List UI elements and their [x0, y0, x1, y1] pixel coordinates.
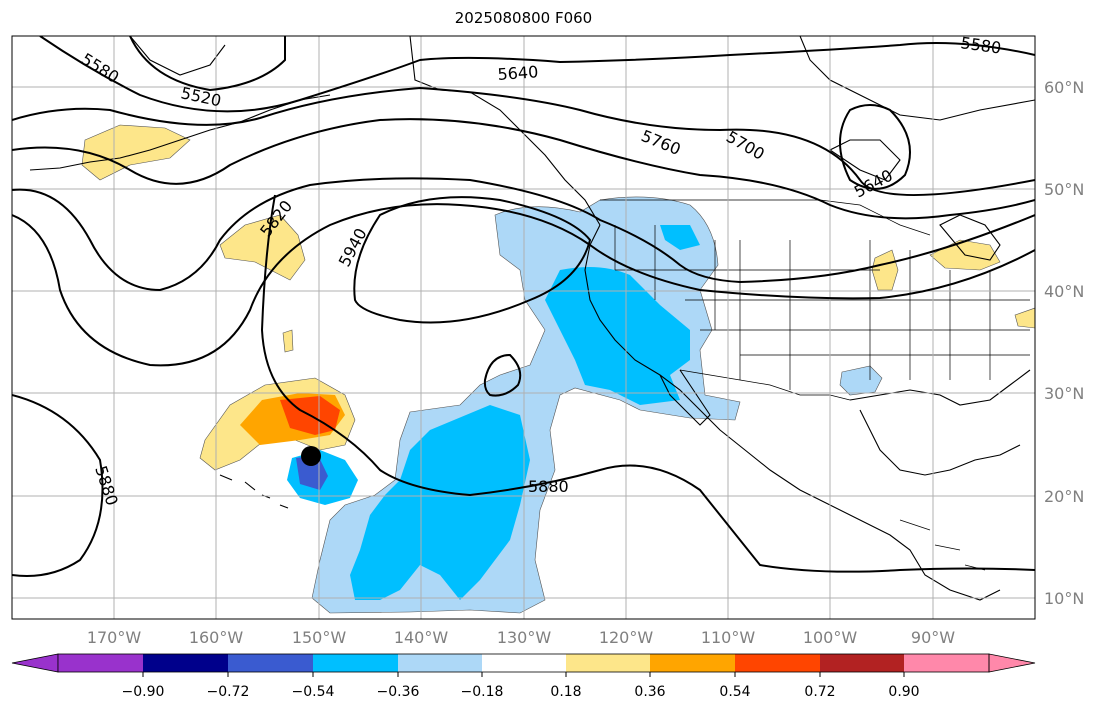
lon-label: 110°W	[701, 628, 756, 647]
colorbar-tick-label: −0.90	[122, 684, 165, 700]
colorbar-segment	[313, 654, 398, 672]
blue-anomaly-core	[545, 266, 690, 405]
great-lakes	[939, 214, 1001, 261]
colorbar-segment	[143, 654, 228, 672]
lon-label: 170°W	[87, 628, 142, 647]
map-title: 2025080800 F060	[454, 9, 593, 27]
contour-line	[483, 353, 522, 397]
colorbar-frame	[57, 653, 990, 673]
us-state-borders	[614, 225, 1030, 390]
colorbar-ticks	[142, 672, 905, 677]
contour-line	[839, 104, 911, 190]
warm-anomaly-region	[282, 329, 294, 353]
colorbar-segment	[650, 654, 735, 672]
colorbar-tick-label: −0.72	[207, 684, 250, 700]
baja-california	[659, 369, 711, 426]
contour-line	[12, 86, 1035, 196]
contour-label: 5580	[959, 33, 1002, 57]
lon-label: 100°W	[803, 628, 858, 647]
colorbar-tick-label: 0.90	[888, 684, 919, 700]
contour-line	[12, 118, 1035, 220]
colorbar-segment	[820, 654, 904, 672]
colorbar-segment	[58, 654, 143, 672]
contour-line	[12, 394, 104, 577]
gulf-of-mexico-coast	[849, 369, 1031, 476]
political-borders	[600, 199, 1030, 571]
latitude-labels: 60°N 50°N 40°N 30°N 20°N 10°N	[1044, 78, 1084, 608]
lat-label: 10°N	[1044, 589, 1084, 608]
warm-anomaly-region	[219, 214, 306, 281]
siberia-coast	[129, 36, 226, 76]
contour-line	[353, 196, 592, 324]
lon-label: 120°W	[599, 628, 654, 647]
anomaly-shading	[81, 124, 1035, 614]
lon-label: 160°W	[189, 628, 244, 647]
lat-label: 30°N	[1044, 384, 1084, 403]
colorbar-tick-label: 0.54	[719, 684, 750, 700]
us-canada-border	[600, 199, 931, 236]
colorbar-tick-label: −0.36	[377, 684, 420, 700]
colorbar-tick-label: −0.54	[292, 684, 335, 700]
warm-anomaly-region	[1014, 307, 1035, 329]
height-contours	[12, 36, 1035, 577]
contour-label: 5640	[497, 62, 539, 84]
contour-line	[39, 36, 1035, 113]
lon-label: 150°W	[292, 628, 347, 647]
lon-label: 90°W	[911, 628, 955, 647]
colorbar-segment	[228, 654, 313, 672]
blue-anomaly-storm	[296, 455, 328, 490]
colorbar-segment	[482, 654, 566, 672]
north-america-west-coast	[584, 224, 1001, 601]
colorbar-segment	[735, 654, 820, 672]
colorbar-segment	[398, 654, 482, 672]
hawaii-islands	[219, 474, 289, 509]
lat-label: 40°N	[1044, 282, 1084, 301]
alaska-coast	[409, 36, 601, 226]
contour-line	[12, 203, 1035, 367]
lat-label: 60°N	[1044, 78, 1084, 97]
colorbar-tick-label: 0.72	[804, 684, 835, 700]
blue-anomaly-core	[660, 225, 700, 250]
blue-anomaly-core	[350, 405, 530, 600]
lon-label: 140°W	[394, 628, 449, 647]
hudson-bay	[828, 139, 901, 181]
coastlines	[29, 36, 1035, 601]
colorbar-tick-label: 0.18	[550, 684, 581, 700]
storm-center-marker	[301, 446, 321, 466]
colorbar-extend-high	[988, 653, 1036, 673]
colorbar: −0.90 −0.72 −0.54 −0.36 −0.18 0.18 0.36 …	[11, 653, 1036, 700]
colorbar-tick-label: 0.36	[634, 684, 665, 700]
lat-label: 20°N	[1044, 487, 1084, 506]
contour-line	[12, 177, 1035, 292]
colorbar-segment	[566, 654, 650, 672]
longitude-labels: 170°W 160°W 150°W 140°W 130°W 120°W 110°…	[87, 628, 955, 647]
map-content: 5580 5520 5640 5760 5700 5640 5820 5940 …	[12, 33, 1035, 619]
lat-label: 50°N	[1044, 180, 1084, 199]
contour-line	[260, 194, 1035, 573]
lon-label: 130°W	[497, 628, 552, 647]
gridlines	[12, 36, 1035, 619]
colorbar-extend-low	[11, 653, 59, 673]
contour-label: 5880	[528, 477, 569, 496]
contour-line	[129, 36, 286, 92]
aleutian-islands	[29, 94, 331, 171]
colorbar-segment	[904, 654, 989, 672]
warm-anomaly-region	[81, 124, 191, 181]
map-frame	[11, 35, 1036, 620]
colorbar-tick-label: −0.18	[461, 684, 504, 700]
